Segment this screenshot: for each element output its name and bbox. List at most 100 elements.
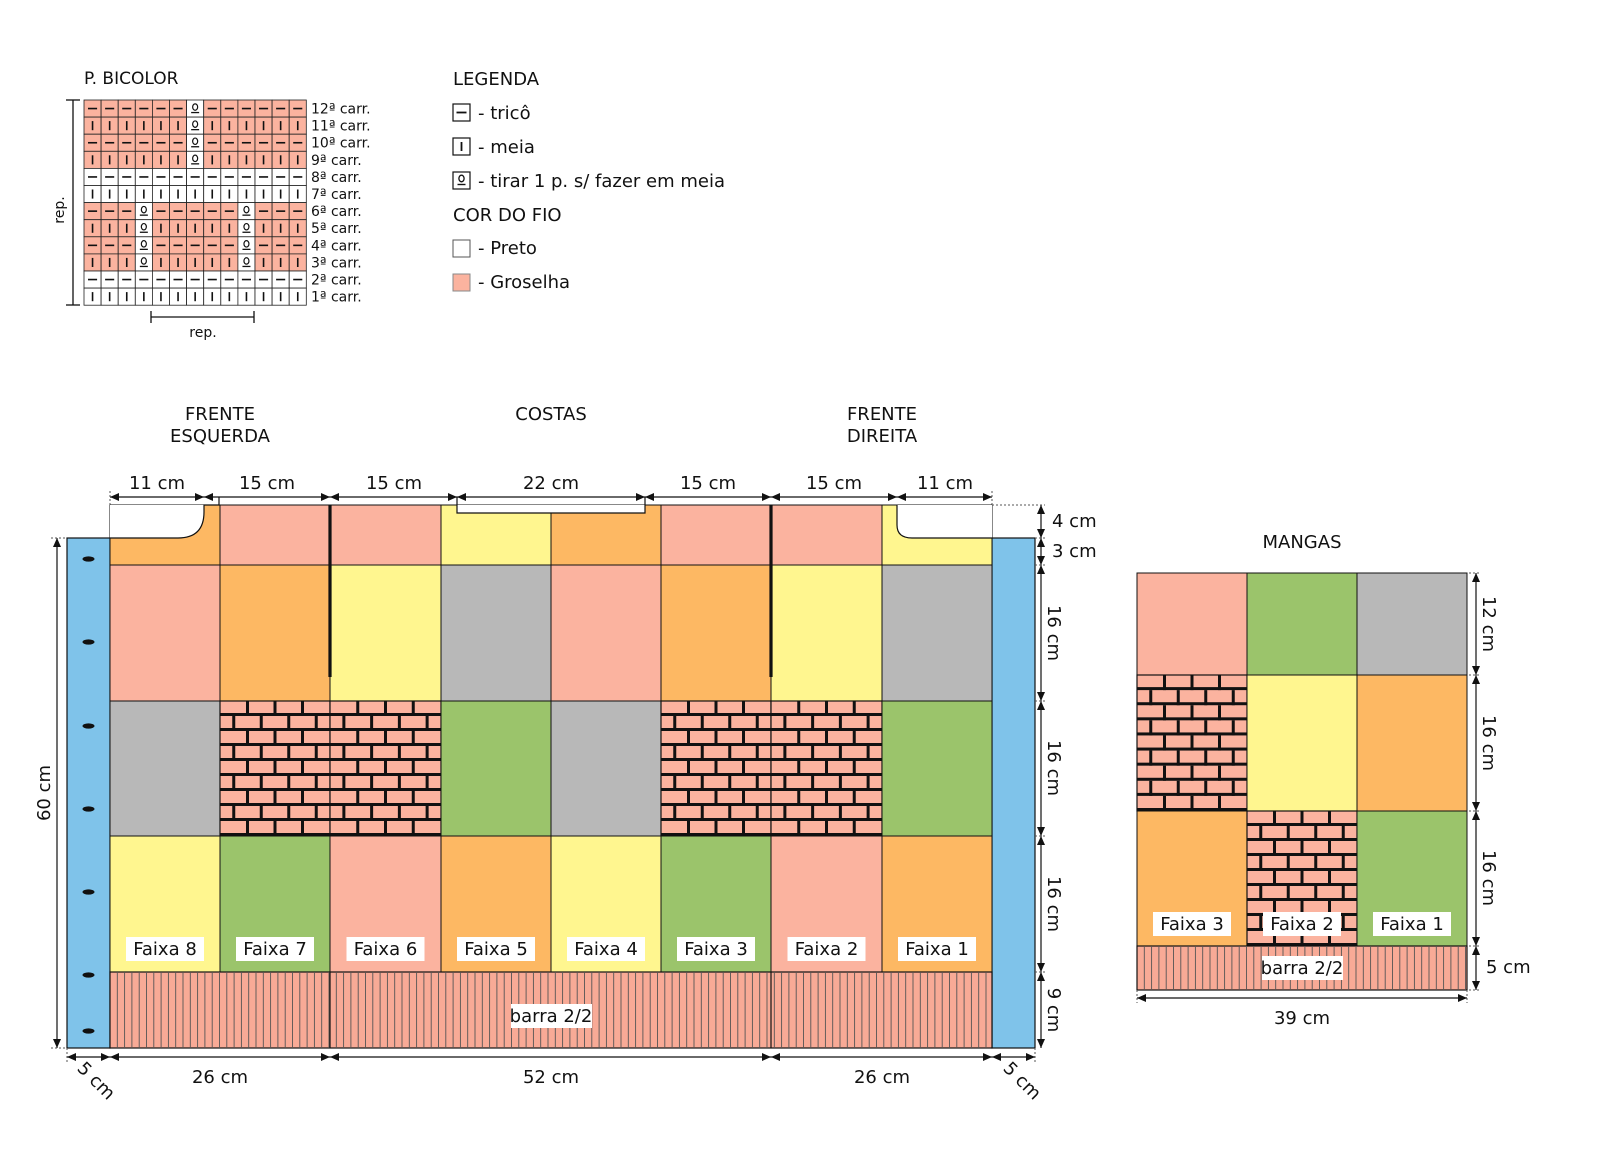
stitch-cell	[83, 185, 102, 204]
stitch-cell	[117, 270, 136, 289]
stitch-cell	[83, 116, 102, 135]
strip-label: Faixa 3	[677, 937, 755, 961]
svg-text:Faixa 1: Faixa 1	[905, 939, 969, 960]
yoke-block	[660, 504, 772, 566]
stitch-cell	[220, 133, 239, 152]
stitch-cell	[237, 116, 256, 135]
stitch-cell	[220, 236, 239, 255]
stitch-cell	[169, 116, 188, 135]
stitch-cell	[151, 150, 170, 169]
sleeve-color-block	[1246, 572, 1358, 676]
svg-text:Faixa 8: Faixa 8	[133, 939, 197, 960]
height-4cm: 4 cm	[1052, 511, 1097, 532]
stitch-cell	[83, 133, 102, 152]
stitch-cell	[134, 202, 153, 221]
rep-horizontal-bracket: rep.	[150, 311, 255, 341]
stitch-cell	[288, 150, 307, 169]
color-block	[881, 564, 993, 702]
stitch-cell	[100, 99, 119, 118]
sleeve-width-dimension: 39 cm	[1136, 990, 1468, 1029]
stitch-row-label: 11ª carr.	[311, 119, 371, 135]
svg-text:Faixa 2: Faixa 2	[1270, 914, 1334, 935]
stitch-cell	[220, 287, 239, 306]
left-front-label-line1: FRENTE	[185, 404, 255, 425]
stitch-cell	[100, 167, 119, 186]
right-front-label-line1: FRENTE	[847, 404, 917, 425]
stitch-cell	[288, 99, 307, 118]
stitch-cell	[237, 270, 256, 289]
color-block	[881, 700, 993, 837]
body-strip-labels: Faixa 8 Faixa 7 Faixa 6 Faixa 5 Faixa 4 Faixa…	[126, 937, 976, 961]
stitch-row-label: 2ª carr.	[311, 273, 362, 289]
stitch-cell	[220, 150, 239, 169]
stitch-cell	[288, 253, 307, 272]
stitch-cell	[134, 287, 153, 306]
purl-dash-icon	[452, 103, 471, 122]
stitch-cell	[271, 185, 290, 204]
color-block	[440, 564, 552, 702]
neckline-cutouts	[110, 497, 992, 539]
band-width-right: 5 cm	[999, 1058, 1045, 1104]
stitch-cell	[254, 202, 273, 221]
sleeves-title: MANGAS	[1263, 532, 1342, 553]
slip-stitch-icon	[452, 171, 471, 190]
sleeve-strip-label: Faixa 2	[1263, 912, 1341, 936]
brick-pattern-block	[219, 700, 331, 837]
strip-label: Faixa 1	[898, 937, 976, 961]
height-16cm-2: 16 cm	[1043, 740, 1064, 796]
stitch-cell	[100, 219, 119, 238]
stitch-cell	[254, 219, 273, 238]
stitch-cell	[220, 99, 239, 118]
stitch-row-label: 4ª carr.	[311, 238, 362, 254]
band-width-left: 5 cm	[73, 1058, 119, 1104]
stitch-cell	[203, 150, 222, 169]
stitch-cell	[151, 236, 170, 255]
width-26cm-left: 26 cm	[192, 1067, 248, 1088]
width-52cm: 52 cm	[523, 1067, 579, 1088]
stitch-cell	[203, 270, 222, 289]
stitch-cell	[237, 133, 256, 152]
color-block	[109, 564, 221, 702]
stitch-cell	[169, 219, 188, 238]
stitch-cell	[83, 219, 102, 238]
stitch-cell	[151, 287, 170, 306]
strip-label: Faixa 4	[567, 937, 645, 961]
svg-text:Faixa 2: Faixa 2	[795, 939, 859, 960]
stitch-cell	[169, 253, 188, 272]
stitch-cell	[271, 287, 290, 306]
stitch-cell	[254, 116, 273, 135]
stitch-cell	[237, 99, 256, 118]
width-11cm-right: 11 cm	[917, 473, 973, 494]
strip-label: Faixa 7	[236, 937, 314, 961]
stitch-row-label: 7ª carr.	[311, 187, 362, 203]
stitch-chart-row-labels: 12ª carr.11ª carr.10ª carr.9ª carr.8ª ca…	[311, 102, 371, 306]
sleeve-height-5cm: 5 cm	[1486, 957, 1531, 978]
stitch-cell	[271, 167, 290, 186]
stitch-cell	[271, 253, 290, 272]
stitch-cell	[117, 202, 136, 221]
stitch-cell	[134, 116, 153, 135]
stitch-chart-title: P. BICOLOR	[84, 69, 179, 89]
legend-item-knit: - meia	[452, 137, 535, 158]
stitch-cell	[220, 185, 239, 204]
stitch-cell	[203, 133, 222, 152]
stitch-cell	[254, 253, 273, 272]
stitch-cell	[271, 116, 290, 135]
stitch-row-label: 12ª carr.	[311, 102, 371, 118]
stitch-cell	[151, 133, 170, 152]
stitch-cell	[288, 270, 307, 289]
stitch-cell	[203, 202, 222, 221]
stitch-cell	[83, 150, 102, 169]
svg-text:Faixa 3: Faixa 3	[684, 939, 748, 960]
yoke-block	[219, 504, 331, 566]
strip-label: Faixa 6	[346, 937, 425, 961]
brick-pattern-block	[1136, 674, 1248, 812]
strip-label: Faixa 2	[787, 937, 866, 961]
stitch-cell	[83, 167, 102, 186]
width-15cm-1: 15 cm	[239, 473, 295, 494]
stitch-cell	[134, 219, 153, 238]
stitch-cell	[151, 270, 170, 289]
stitch-cell	[100, 150, 119, 169]
sleeve-strip-labels: Faixa 3 Faixa 2 Faixa 1	[1153, 912, 1451, 936]
